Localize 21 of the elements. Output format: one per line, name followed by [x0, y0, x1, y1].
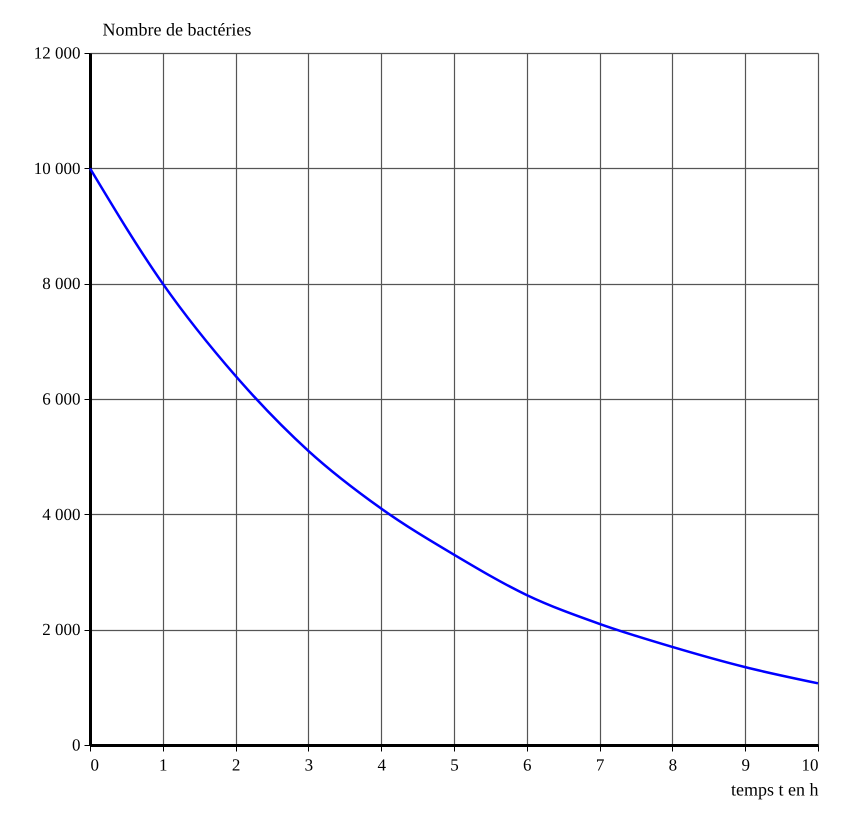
x-tick-label: 10 — [802, 756, 818, 774]
x-tick-label: 0 — [90, 756, 99, 774]
x-tick-label: 8 — [668, 756, 678, 774]
x-tick-label: 5 — [450, 756, 459, 774]
y-tick-label: 10 000 — [34, 158, 80, 178]
x-tick-label: 3 — [304, 756, 314, 774]
x-tick-label: 7 — [596, 756, 605, 774]
y-tick-label: 8 000 — [42, 274, 80, 294]
y-tick-label: 12 000 — [34, 44, 80, 62]
x-axis-title: temps t en h — [731, 780, 818, 800]
y-axis-title: Nombre de bactéries — [102, 20, 252, 40]
y-tick-label: 0 — [72, 736, 80, 754]
y-tick-label: 2 000 — [42, 620, 80, 640]
x-tick-label: 1 — [159, 756, 168, 774]
x-tick-label: 4 — [377, 756, 386, 774]
y-tick-label: 4 000 — [42, 504, 80, 524]
x-tick-label: 6 — [523, 756, 532, 774]
x-tick-label: 9 — [741, 756, 750, 774]
line-series — [88, 167, 820, 685]
x-tick-label: 2 — [232, 756, 240, 774]
y-tick-label: 6 000 — [42, 390, 80, 408]
